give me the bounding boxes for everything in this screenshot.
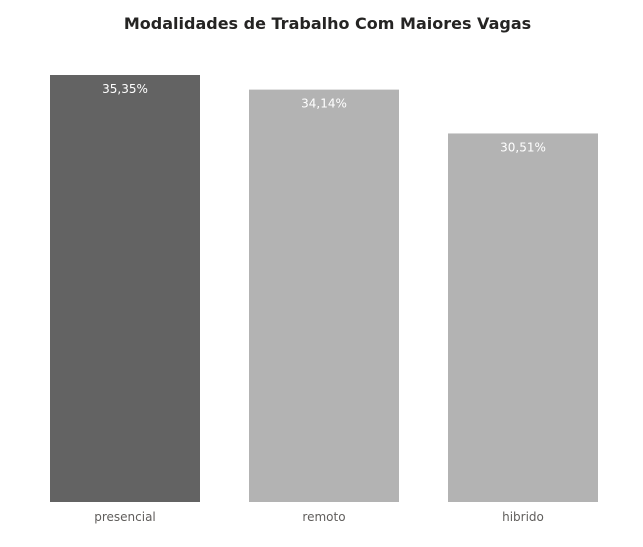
data-label-hibrido: 30,51% [500, 140, 546, 154]
data-label-remoto: 34,14% [301, 97, 347, 111]
bars-group [50, 75, 598, 502]
bar-hibrido[interactable] [448, 133, 598, 502]
chart-title: Modalidades de Trabalho Com Maiores Vaga… [123, 14, 532, 33]
category-labels-group: presencial remoto hibrido [94, 510, 544, 524]
category-label-remoto: remoto [302, 510, 345, 524]
data-labels-group: 35,35% 34,14% 30,51% [102, 82, 546, 154]
category-label-presencial: presencial [94, 510, 156, 524]
bar-presencial[interactable] [50, 75, 200, 502]
category-label-hibrido: hibrido [502, 510, 544, 524]
bar-remoto[interactable] [249, 89, 399, 502]
data-label-presencial: 35,35% [102, 82, 148, 96]
